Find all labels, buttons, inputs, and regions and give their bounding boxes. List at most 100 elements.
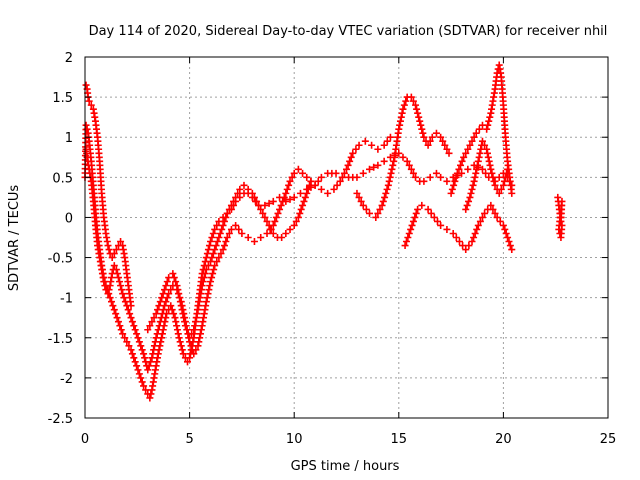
data-point [462, 205, 470, 213]
data-point [125, 342, 133, 350]
data-point [150, 346, 158, 354]
data-point [110, 306, 118, 314]
data-point [179, 310, 187, 318]
data-point [146, 394, 154, 402]
data-point [186, 334, 194, 342]
data-point [207, 238, 215, 246]
data-point [110, 262, 118, 270]
data-point [303, 189, 311, 197]
data-point [484, 121, 492, 129]
data-point [294, 165, 302, 173]
data-point [119, 330, 127, 338]
data-point [148, 318, 156, 326]
data-point [470, 133, 478, 141]
data-point [286, 225, 294, 233]
data-point [355, 141, 363, 149]
data-point [121, 334, 129, 342]
data-point [207, 278, 215, 286]
data-point [178, 306, 186, 314]
y-tick-label: 2 [65, 51, 73, 66]
data-point [443, 177, 451, 185]
data-point [211, 246, 219, 254]
data-point [147, 358, 155, 366]
data-point [150, 314, 158, 322]
data-point [427, 209, 435, 217]
data-point [437, 221, 445, 229]
data-point [156, 298, 164, 306]
data-point [219, 246, 227, 254]
data-point [462, 246, 470, 254]
data-point [439, 137, 447, 145]
data-point [466, 141, 474, 149]
data-point [177, 302, 185, 310]
data-point [187, 342, 195, 350]
data-point [452, 234, 460, 241]
data-point [163, 278, 171, 286]
data-point [179, 350, 187, 358]
data-point [374, 209, 382, 217]
data-point [206, 282, 214, 290]
data-point [347, 153, 355, 161]
x-tick-label: 10 [286, 432, 303, 447]
data-point [141, 354, 149, 362]
data-point [216, 229, 224, 237]
data-point [218, 225, 226, 233]
data-point [197, 326, 205, 334]
data-point [501, 225, 509, 233]
data-point [155, 322, 163, 330]
data-point [483, 125, 491, 133]
data-point [457, 161, 465, 169]
data-point [338, 173, 346, 181]
data-point [409, 97, 417, 105]
data-point [468, 238, 476, 246]
data-point [117, 282, 125, 290]
data-point [558, 221, 566, 229]
data-point [286, 195, 294, 203]
data-point [303, 173, 311, 181]
data-point [181, 322, 189, 330]
data-point [117, 238, 125, 246]
data-point [145, 362, 153, 370]
data-point [508, 246, 516, 254]
chart-title: Day 114 of 2020, Sidereal Day-to-day VTE… [89, 24, 608, 39]
data-point [158, 294, 166, 302]
data-point [176, 294, 184, 302]
data-point [489, 205, 497, 213]
data-point [416, 117, 424, 125]
data-point [450, 181, 458, 189]
data-point [222, 213, 230, 221]
data-point [217, 250, 225, 258]
data-point [104, 242, 112, 250]
data-point [162, 282, 170, 290]
data-point [353, 189, 361, 197]
data-point [420, 133, 428, 141]
data-point [412, 101, 420, 109]
data-point [455, 165, 463, 173]
data-point [484, 149, 492, 157]
data-point [100, 278, 108, 286]
data-point [496, 217, 504, 225]
data-point [219, 221, 227, 229]
data-point [374, 145, 382, 153]
data-point [464, 165, 472, 173]
data-point [144, 326, 152, 334]
data-point [170, 310, 178, 318]
data-point [244, 185, 252, 193]
data-point [183, 326, 191, 334]
data-point [176, 338, 184, 346]
data-point [191, 322, 199, 330]
data-point [186, 354, 194, 362]
data-point [223, 209, 231, 217]
data-point [455, 238, 463, 246]
data-point [235, 225, 243, 233]
data-point [151, 338, 159, 346]
data-point [407, 225, 415, 233]
data-point [118, 286, 126, 294]
data-point [113, 314, 121, 322]
data-point [486, 113, 494, 121]
y-tick-label: 0 [65, 211, 73, 226]
axes: 0 5 10 15 20 25 2 1.5 1 0.5 0 -0.5 -1 -1.5 -2 -2.5 [48, 51, 617, 447]
data-point [497, 185, 505, 193]
data-point [300, 197, 308, 205]
data-point [346, 157, 354, 165]
